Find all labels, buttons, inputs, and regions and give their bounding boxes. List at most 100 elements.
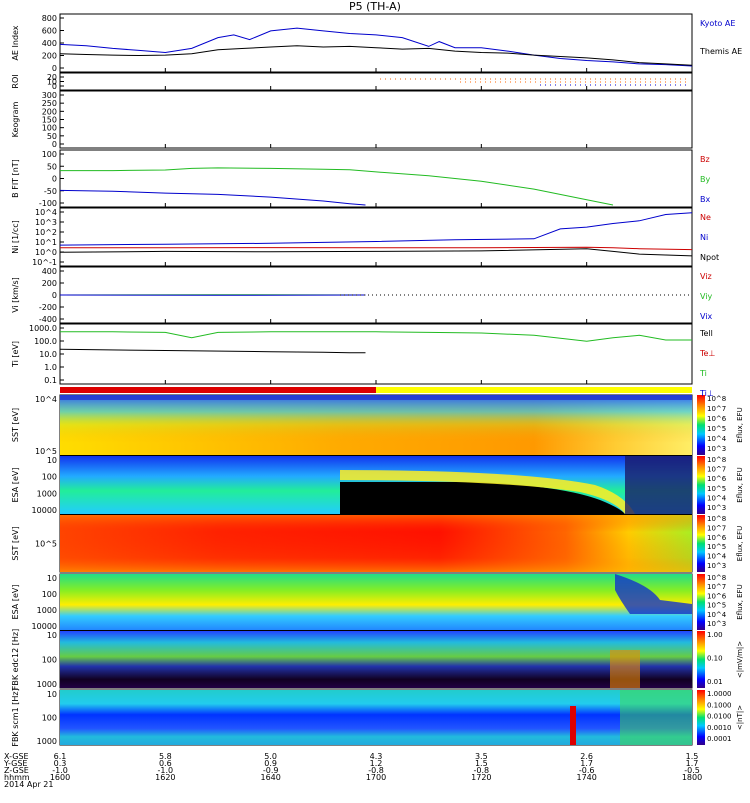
ylabel-fbk-edc: FBK edc12 [Hz]: [11, 629, 20, 690]
series-line-ti-ti: [60, 332, 692, 341]
colorbar-esa-ion: [697, 574, 705, 630]
colorbar-tick-fbk-scm: 0.1000: [707, 701, 732, 709]
ytick-keogram: 150: [42, 116, 57, 125]
colorbar-tick-sst-e: 10^4: [707, 435, 727, 443]
ytick-sst-e: 10^4: [35, 395, 57, 404]
ytick-fbk-scm: 1000: [37, 737, 57, 746]
colorbar-tick-sst-i: 10^7: [707, 524, 726, 532]
ylabel-esa-e: ESA [eV]: [11, 468, 20, 503]
colorbar-tick-esa-i: 10^5: [707, 602, 726, 610]
ytick-ae: 800: [42, 14, 57, 23]
panel-frame-keogram: [60, 91, 692, 148]
ytick-ti: 1000.0: [29, 324, 57, 333]
series-line-ti-tell: [60, 349, 366, 353]
legend-ni-npot: Npot: [700, 253, 719, 262]
colorbar-tick-sst-e: 10^6: [707, 415, 727, 423]
ytick-ae: 200: [42, 52, 57, 61]
ytick-ti: 1.0: [44, 363, 57, 372]
ytick-fbk-scm: 100: [42, 714, 57, 723]
ytick-keogram: 50: [47, 132, 57, 141]
series-line-bfit-by: [60, 168, 613, 205]
footer-value-time: 1800: [682, 773, 702, 782]
ytick-vi: -400: [39, 315, 57, 324]
colorbar-tick-fbk-scm: 0.0010: [707, 724, 732, 732]
panel-frame-bfit: [60, 150, 692, 207]
ytick-keogram: 250: [42, 99, 57, 108]
colorbar-tick-fbk-edc: 0.10: [707, 655, 723, 663]
colorbar-tick-esa-e: 10^8: [707, 456, 726, 464]
colorbar-sst-ion: [697, 515, 705, 572]
footer-value-time: 1740: [576, 773, 596, 782]
colorbar-tick-fbk-edc: 1.00: [707, 631, 723, 639]
colorbar-tick-esa-i: 10^3: [707, 620, 726, 628]
legend-ni-ne: Ne: [700, 213, 711, 222]
ytick-ni: 10^2: [35, 228, 57, 237]
footer-value-time: 1720: [471, 773, 491, 782]
footer-value-time: 1700: [366, 773, 386, 782]
state-bar-yellow: [376, 387, 692, 393]
colorbar-tick-sst-i: 10^3: [707, 562, 726, 570]
ytick-keogram: 300: [42, 91, 57, 100]
colorbar-tick-esa-e: 10^3: [707, 504, 726, 512]
ytick-ae: 400: [42, 39, 57, 48]
colorbar-tick-fbk-scm: 0.0001: [707, 735, 732, 743]
legend-ti-te-: Te⊥: [699, 349, 715, 358]
ylabel-ti: Ti [eV]: [11, 341, 20, 368]
footer-row-label: 2014 Apr 21: [4, 780, 53, 789]
colorbar-label-fbk-edc: <|mV/m|>: [736, 641, 744, 678]
panel-frame-ni: [60, 208, 692, 266]
state-bar-red: [60, 387, 376, 393]
colorbar-label-sst-e: Eflux, EFU: [736, 407, 744, 442]
colorbar-tick-sst-i: 10^6: [707, 534, 727, 542]
legend-ti-ti-: Ti⊥: [699, 389, 714, 398]
ytick-keogram: 100: [42, 124, 57, 133]
colorbar-tick-esa-e: 10^5: [707, 485, 726, 493]
ytick-ni: 10^1: [35, 238, 57, 247]
colorbar-label-fbk-scm: <|nT|>: [736, 705, 744, 730]
ylabel-sst-e: SST [eV]: [11, 408, 20, 442]
colorbars: [697, 395, 705, 745]
ytick-esa-e: 100: [42, 473, 57, 482]
ytick-bfit: -100: [39, 199, 57, 208]
ytick-ni: 10^3: [35, 218, 57, 227]
ytick-esa-e: 10: [47, 456, 57, 465]
legend-ni-ni: Ni: [700, 233, 708, 242]
ytick-ni: 10^0: [35, 248, 57, 257]
ytick-esa-i: 1000: [37, 606, 57, 615]
ytick-keogram: 200: [42, 107, 57, 116]
colorbar-tick-fbk-edc: 0.01: [707, 678, 723, 686]
legend-vi-vix: Vix: [700, 312, 713, 321]
ytick-ti: 10.0: [39, 350, 57, 359]
legend-vi-viz: Viz: [700, 272, 712, 281]
colorbar-esa-electron: [697, 456, 705, 514]
colorbar-tick-sst-i: 10^5: [707, 543, 726, 551]
series-line-ae-themis-ae: [60, 46, 692, 66]
panel-frame-ti: [60, 324, 692, 384]
series-line-ae-kyoto-ae: [60, 28, 692, 66]
legend-ti-tell: Tell: [699, 329, 713, 338]
ylabel-keogram: Keogram: [11, 101, 20, 137]
series-layer: [60, 28, 692, 353]
series-line-ni-ni: [60, 213, 692, 245]
ytick-ae: 0: [52, 64, 57, 73]
legend-ae-themis-ae: Themis AE: [699, 47, 742, 56]
ytick-esa-e: 10000: [32, 506, 57, 515]
series-line-ni-npot: [60, 249, 692, 256]
ytick-ni: 10^-1: [32, 258, 57, 267]
spectrogram-layer: [60, 387, 692, 745]
plot-title: P5 (TH-A): [349, 0, 401, 13]
ytick-bfit: 100: [42, 150, 57, 159]
series-line-ni-ne: [60, 247, 692, 249]
footer-value-time: 1640: [260, 773, 280, 782]
ytick-ti: 100.0: [34, 337, 57, 346]
ytick-sst-i: 10^5: [35, 540, 57, 549]
ylabel-vi: Vi [km/s]: [11, 277, 20, 313]
colorbar-tick-esa-e: 10^7: [707, 466, 726, 474]
ylabel-fbk-scm: FBK scm1 [Hz]: [11, 688, 20, 746]
ylabel-bfit: B FIT [nT]: [11, 159, 20, 198]
footer-value-time: 1600: [50, 773, 70, 782]
colorbar-tick-fbk-scm: 0.0100: [707, 713, 732, 721]
colorbar-tick-esa-e: 10^4: [707, 494, 727, 502]
